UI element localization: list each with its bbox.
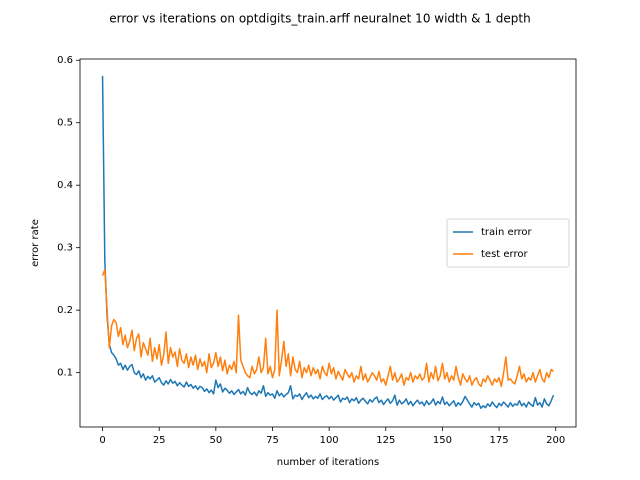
- x-tick-label: 75: [266, 435, 279, 446]
- x-tick-label: 175: [490, 435, 509, 446]
- y-tick-label: 0.1: [57, 368, 73, 379]
- y-tick-label: 0.3: [57, 243, 73, 254]
- line-series: [101, 268, 554, 388]
- legend-label: train error: [481, 227, 533, 238]
- x-tick-label: 125: [376, 435, 395, 446]
- x-tick-label: 150: [433, 435, 452, 446]
- x-tick-label: 0: [99, 435, 105, 446]
- chart-title: error vs iterations on optdigits_train.a…: [109, 12, 530, 26]
- y-tick-label: 0.4: [57, 180, 73, 191]
- x-axis-label: number of iterations: [277, 457, 379, 468]
- plot-frame: [79, 58, 577, 428]
- y-axis-label: error rate: [30, 219, 41, 267]
- y-tick-label: 0.2: [57, 305, 73, 316]
- line-series: [101, 75, 555, 410]
- legend-label: test error: [481, 249, 528, 260]
- y-tick-label: 0.5: [57, 118, 73, 129]
- y-tick-label: 0.6: [57, 55, 73, 66]
- x-tick-label: 100: [320, 435, 339, 446]
- x-tick-label: 25: [153, 435, 166, 446]
- x-tick-label: 200: [546, 435, 565, 446]
- legend-box: [446, 218, 570, 268]
- x-tick-label: 50: [209, 435, 222, 446]
